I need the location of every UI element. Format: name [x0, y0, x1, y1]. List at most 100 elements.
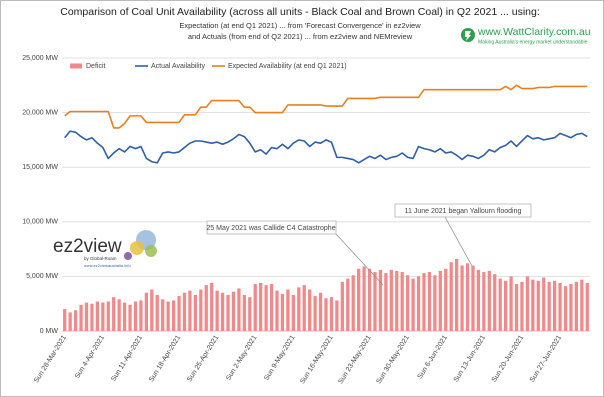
bar [585, 282, 589, 331]
bar [63, 309, 67, 331]
bar [552, 280, 557, 331]
bar [547, 281, 551, 331]
bar [558, 282, 562, 331]
bar [275, 290, 279, 331]
bar [514, 284, 519, 331]
bar [482, 272, 486, 331]
bar [389, 269, 393, 331]
bar [122, 302, 127, 331]
bar [193, 294, 197, 331]
bar [400, 272, 404, 331]
logo-text: www.WattClarity.com.au [477, 26, 591, 38]
bar [280, 293, 285, 331]
bar [95, 301, 100, 331]
wattclarity-logo: www.WattClarity.com.au Making Australia'… [461, 26, 591, 45]
logo-bolt [465, 31, 471, 41]
bar [357, 268, 361, 331]
bar [84, 302, 89, 331]
logo-text: ez2view [53, 236, 122, 257]
bar [139, 300, 143, 331]
bar [188, 290, 192, 331]
y-tick-label: 25,000 MW [22, 55, 58, 62]
legend-label: Expected Availability (at end Q1 2021) [228, 63, 347, 70]
bar [438, 270, 442, 331]
bar [449, 262, 453, 331]
bar [351, 275, 355, 331]
bar [346, 278, 350, 331]
bar [525, 276, 530, 331]
bar [177, 296, 181, 331]
bar [215, 290, 219, 331]
legend-label: Actual Availability [151, 63, 205, 70]
subtitle: Expectation (at end Q1 2021) ... from 'F… [179, 21, 421, 30]
bar [171, 300, 176, 331]
bar [144, 292, 149, 331]
logo-circle [145, 245, 157, 257]
bar [269, 284, 274, 331]
bar [406, 275, 410, 331]
bar [106, 301, 110, 331]
bar [536, 280, 540, 331]
y-tick-label: 10,000 MW [22, 219, 58, 226]
bar [242, 294, 246, 331]
bar [493, 274, 497, 331]
bar [166, 301, 170, 331]
bar [329, 297, 334, 331]
bar [465, 263, 470, 331]
annotation-box [394, 203, 532, 218]
bar [313, 296, 317, 331]
bar [395, 270, 399, 331]
bar [210, 282, 214, 331]
bar [373, 272, 377, 331]
logo-circle [130, 241, 144, 255]
line [64, 130, 588, 164]
bar [563, 286, 568, 331]
bar [318, 292, 323, 331]
logo-url: www.ez2viewaustralia.info [84, 263, 131, 268]
bar [433, 275, 437, 331]
annotation-arrow [335, 233, 384, 286]
bar [291, 294, 295, 331]
bar [476, 269, 481, 331]
bar [286, 289, 290, 331]
bar [90, 303, 94, 331]
bar [128, 304, 132, 331]
y-tick-label: 20,000 MW [22, 109, 58, 116]
bar [503, 280, 508, 331]
bar [204, 285, 208, 331]
y-tick-label: 5,000 MW [26, 273, 58, 280]
ez2view-logo: ez2view by Global-Roam www.ez2viewaustra… [53, 230, 157, 268]
bar [340, 281, 344, 331]
annotation-box [206, 220, 337, 235]
bar [580, 279, 584, 331]
legend-label: Deficit [86, 63, 106, 70]
bar [367, 268, 372, 331]
bar [416, 276, 421, 331]
bar [253, 284, 257, 331]
bar [471, 265, 475, 331]
logo-tagline: Making Australia's energy market underst… [478, 39, 588, 45]
bar [427, 272, 432, 331]
bar [378, 269, 383, 331]
subtitle: and Actuals (from end of Q2 2021) ... fr… [188, 32, 413, 41]
bar [297, 287, 301, 331]
logo-circle [124, 252, 132, 260]
bar [498, 278, 502, 331]
bar [335, 300, 339, 331]
bar [487, 270, 491, 331]
bar [79, 304, 83, 331]
bar [455, 258, 459, 331]
bar [569, 284, 573, 331]
bar [199, 289, 203, 331]
bar [133, 301, 138, 331]
bar [155, 294, 159, 331]
bar [117, 299, 121, 331]
bar [237, 288, 241, 331]
annotation-arrow [444, 216, 473, 267]
bar [384, 273, 388, 331]
line [64, 84, 588, 129]
y-tick-label: 15,000 MW [22, 164, 58, 171]
bar [182, 292, 187, 331]
annotation: 11 June 2021 began Yallourn flooding [405, 208, 522, 215]
